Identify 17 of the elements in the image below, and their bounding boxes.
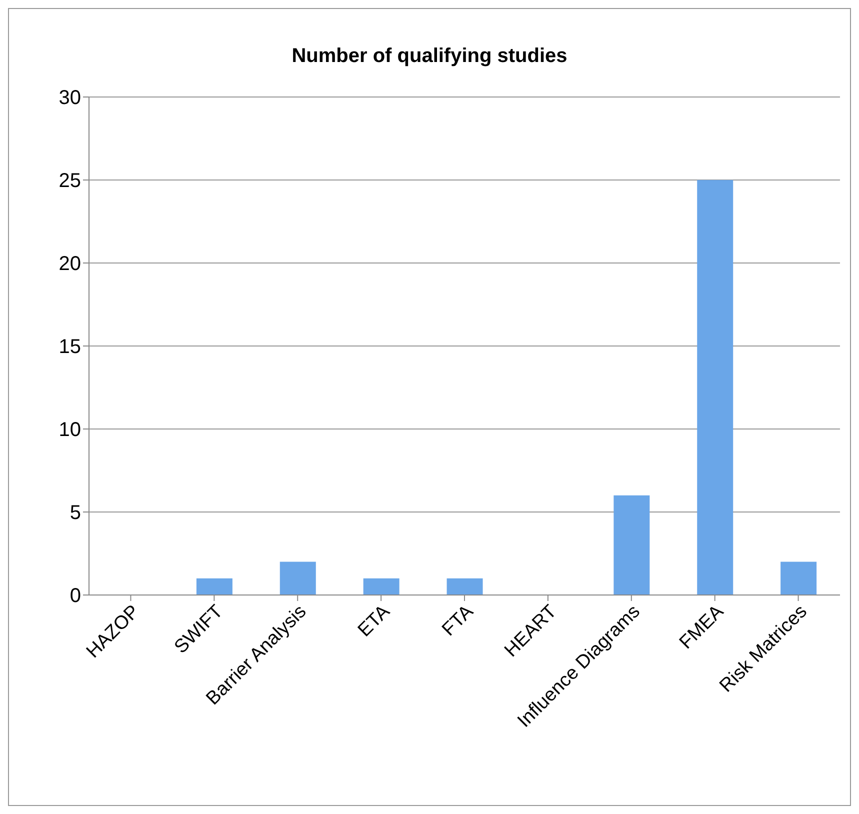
chart-title: Number of qualifying studies <box>290 45 568 68</box>
bar <box>280 562 316 595</box>
bar <box>614 495 650 595</box>
y-tick-label: 10 <box>58 419 81 442</box>
y-tick-label: 30 <box>58 87 81 110</box>
x-tick-label: ETA <box>354 601 394 642</box>
x-tick-label: FTA <box>438 601 478 640</box>
bar <box>697 180 734 595</box>
bar <box>363 578 400 595</box>
y-tick-label: 20 <box>58 253 81 276</box>
y-tick-label: 15 <box>58 336 81 358</box>
y-tick-label: 25 <box>58 170 81 192</box>
bar <box>446 578 483 595</box>
bar <box>196 578 232 595</box>
y-tick-label: 5 <box>70 502 81 524</box>
bar <box>780 562 817 595</box>
y-tick-label: 0 <box>70 585 81 608</box>
